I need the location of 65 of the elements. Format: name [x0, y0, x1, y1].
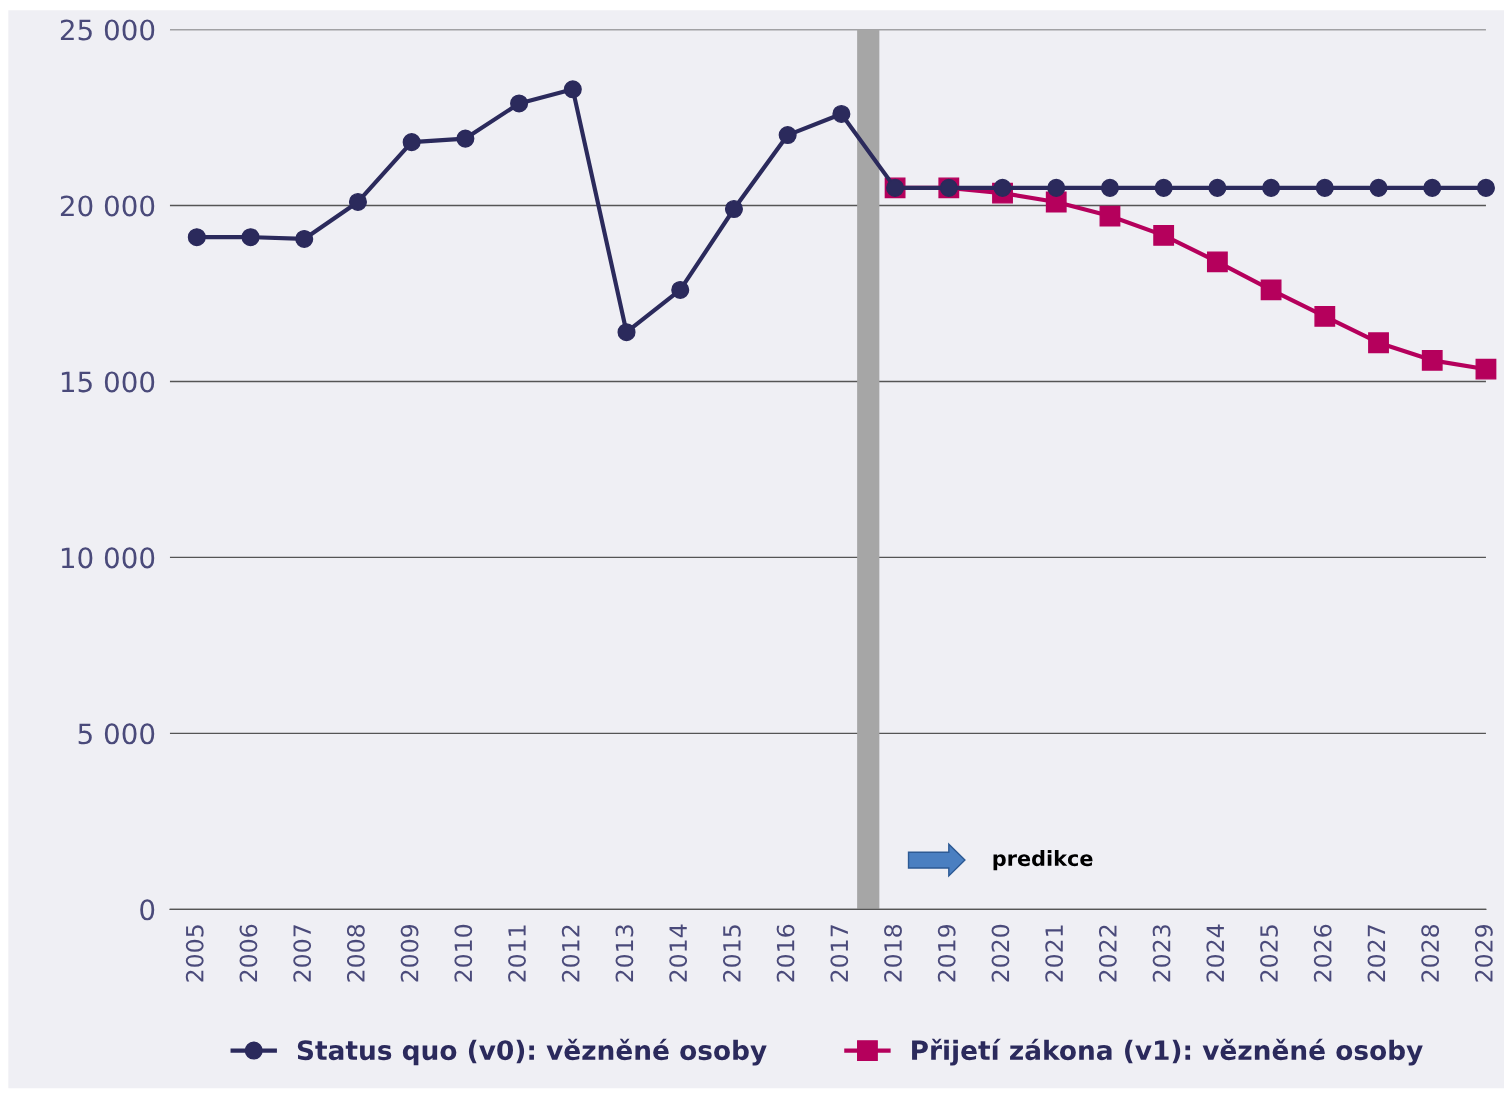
point: [617, 323, 636, 342]
x-tick-label: 2029: [1474, 924, 1493, 982]
point: [241, 228, 260, 247]
x-tick-label: 2019: [937, 924, 956, 982]
point: [671, 280, 690, 299]
x-tick-label: 2027: [1367, 925, 1386, 982]
x-tick-label: 2016: [776, 924, 795, 982]
point: [1262, 178, 1281, 197]
point: [1315, 178, 1334, 197]
point: [1208, 178, 1227, 197]
x-tick-label: 2026: [1313, 924, 1332, 982]
point: [1154, 178, 1173, 197]
x-tick-label: 2006: [239, 924, 258, 982]
x-tick-label: 2007: [293, 925, 312, 982]
point: [1423, 178, 1442, 197]
x-tick-label: 2028: [1421, 924, 1440, 982]
legend-label: Přijetí zákona (v1): vězněné osoby: [912, 1038, 1423, 1066]
point: [1368, 332, 1389, 354]
point: [1099, 205, 1121, 227]
point: [832, 104, 851, 124]
point: [1421, 349, 1443, 371]
x-tick-label: 2020: [991, 924, 1010, 982]
x-tick-label: 2023: [1152, 925, 1171, 982]
point: [1047, 178, 1066, 197]
legend-label: Status quo (v0): vězněné osoby: [297, 1038, 767, 1066]
x-tick-label: 2013: [615, 925, 634, 982]
y-tick-label: 0: [140, 899, 155, 921]
y-tick-label: 20 000: [60, 195, 155, 217]
y-tick-label: 15 000: [61, 371, 155, 393]
point: [187, 228, 206, 247]
x-tick-label: 2017: [830, 925, 849, 982]
point: [993, 178, 1012, 197]
x-tick-label: 2021: [1045, 925, 1064, 982]
point: [348, 192, 367, 211]
point: [1369, 178, 1388, 197]
point: [295, 229, 314, 248]
x-tick-label: 2014: [669, 924, 688, 982]
point: [724, 199, 743, 219]
point: [510, 94, 529, 113]
x-tick-label: 2005: [185, 925, 204, 982]
point: [1153, 224, 1175, 246]
point: [1260, 279, 1282, 301]
x-tick-label: 2010: [454, 924, 473, 982]
y-tick-label: 10 000: [61, 547, 155, 569]
x-tick-label: 2018: [884, 924, 902, 982]
x-tick-label: 2015: [722, 925, 741, 982]
point: [563, 80, 582, 99]
annotation: predikce: [993, 850, 1093, 871]
point: [402, 133, 421, 152]
y-tick-label: 25 000: [60, 19, 155, 41]
point: [1476, 178, 1495, 197]
x-tick-label: 2022: [1098, 925, 1117, 982]
x-tick-label: 2024: [1206, 924, 1225, 982]
x-tick-label: 2009: [400, 924, 419, 982]
point: [1314, 305, 1336, 327]
x-tick-label: 2011: [508, 925, 526, 982]
point: [778, 126, 797, 145]
x-tick-label: 2008: [346, 924, 365, 982]
x-tick-label: 2012: [561, 925, 580, 982]
point: [1206, 251, 1228, 273]
x-tick-label: 2025: [1260, 925, 1278, 982]
point: [1475, 358, 1497, 380]
point: [1100, 178, 1119, 197]
point: [456, 129, 475, 148]
y-tick-label: 5 000: [78, 723, 155, 745]
